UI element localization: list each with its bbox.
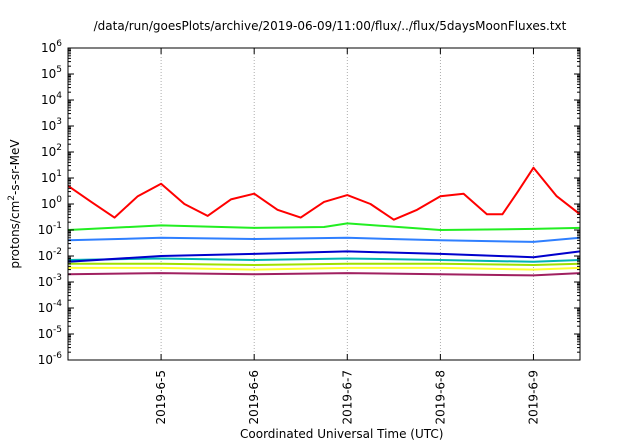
y-tick-label: 103 bbox=[41, 117, 62, 133]
x-tick-label: 2019-6-8 bbox=[433, 370, 447, 424]
series-line bbox=[67, 236, 581, 243]
y-tick-label: 10-4 bbox=[38, 299, 63, 315]
y-tick-label: 10-2 bbox=[38, 247, 62, 263]
y-tick-label: 10-5 bbox=[38, 325, 62, 341]
y-axis-label-sup: 2 bbox=[7, 195, 17, 201]
series-line bbox=[67, 166, 581, 221]
series-line bbox=[68, 266, 581, 271]
grid bbox=[160, 48, 534, 360]
y-tick-label: 106 bbox=[41, 39, 62, 55]
tick-marks bbox=[68, 47, 580, 361]
plot-frame bbox=[67, 47, 581, 361]
series-line bbox=[68, 262, 581, 266]
series-layer bbox=[67, 166, 581, 277]
x-tick-label: 2019-6-5 bbox=[154, 370, 168, 424]
series-line bbox=[67, 222, 581, 231]
y-tick-label: 100 bbox=[41, 195, 62, 211]
y-axis-label-rest: -s-sr-MeV bbox=[8, 139, 22, 195]
x-tick-label: 2019-6-9 bbox=[526, 370, 540, 424]
y-axis-label: protons/cm2-s-sr-MeV bbox=[7, 139, 22, 269]
series-line bbox=[67, 257, 581, 263]
x-tick-labels: 2019-6-5 2019-6-6 2019-6-7 2019-6-8 2019-6-9 bbox=[154, 370, 540, 424]
y-tick-label: 102 bbox=[41, 143, 62, 159]
y-tick-labels: 10-6 10-5 10-4 10-3 10-2 10-1 100 101 102 103 104 1… bbox=[38, 39, 63, 367]
y-axis-label-base: protons/cm bbox=[8, 201, 22, 269]
x-tick-label: 2019-6-7 bbox=[340, 370, 354, 424]
series-line bbox=[67, 250, 581, 263]
y-tick-label: 10-1 bbox=[38, 221, 62, 237]
chart-title: /data/run/goesPlots/archive/2019-06-09/1… bbox=[94, 19, 567, 33]
y-tick-label: 105 bbox=[41, 65, 62, 81]
y-tick-label: 101 bbox=[41, 169, 62, 185]
y-tick-label: 104 bbox=[41, 91, 62, 107]
series-line bbox=[67, 272, 581, 277]
x-axis-label: Coordinated Universal Time (UTC) bbox=[240, 427, 443, 441]
y-tick-label: 10-3 bbox=[38, 273, 62, 289]
x-tick-label: 2019-6-6 bbox=[247, 370, 261, 424]
y-tick-label: 10-6 bbox=[38, 351, 63, 367]
